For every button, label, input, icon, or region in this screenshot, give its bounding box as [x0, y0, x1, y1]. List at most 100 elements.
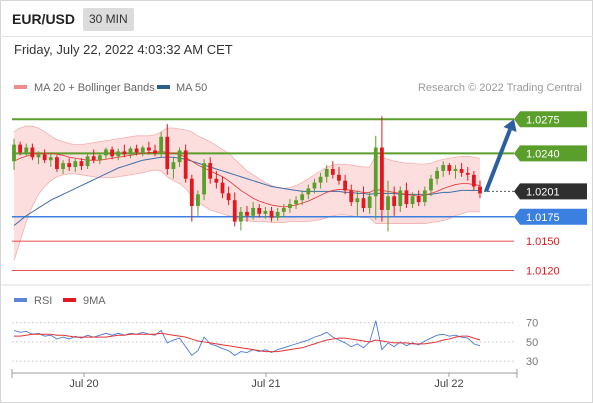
candle-body: [294, 200, 298, 205]
candle: [36, 151, 41, 165]
candle: [422, 186, 427, 207]
candle: [55, 155, 59, 172]
candle: [122, 144, 127, 158]
candle-body: [36, 154, 41, 158]
level-lines-layer: [12, 118, 514, 271]
candle: [337, 167, 341, 185]
candle-body: [416, 196, 421, 203]
candle: [18, 141, 23, 156]
candle: [343, 174, 348, 195]
candle: [386, 180, 390, 232]
rsi-tick-label: 50: [526, 337, 538, 349]
candle: [453, 165, 458, 179]
moving-average-layer: [13, 151, 481, 226]
candle-body: [361, 198, 366, 208]
ma50-line: [13, 156, 480, 226]
candle: [238, 207, 243, 231]
candle-body: [232, 200, 237, 222]
candle: [140, 145, 145, 157]
candle-body: [73, 161, 78, 168]
candle: [281, 204, 286, 218]
candle: [183, 144, 188, 183]
candle: [441, 161, 446, 177]
candle-body: [122, 151, 127, 155]
candle-body: [97, 155, 102, 161]
candle: [97, 153, 102, 165]
candle-body: [171, 162, 176, 169]
candle: [226, 186, 231, 206]
candle-body: [183, 150, 188, 179]
candle-body: [398, 190, 403, 207]
ma20-legend-swatch: [14, 85, 27, 89]
candle: [288, 199, 292, 213]
candle-body: [330, 168, 335, 175]
level-badge-1.0275: [514, 111, 587, 128]
candle: [245, 206, 249, 222]
candle: [398, 186, 403, 212]
candle-body: [67, 163, 72, 168]
candle-body: [238, 211, 243, 222]
level-label-1.0120: 1.0120: [526, 265, 560, 277]
candle: [300, 190, 305, 206]
ma9-legend-swatch: [63, 298, 76, 302]
candle-body: [79, 161, 84, 167]
candle-body: [48, 157, 53, 161]
candle-body: [410, 196, 415, 205]
candle-body: [159, 136, 164, 154]
candle: [214, 170, 219, 189]
candle: [85, 154, 90, 169]
candle: [165, 124, 170, 175]
candle: [404, 182, 409, 208]
candle: [232, 192, 237, 227]
candle: [435, 167, 439, 185]
level-label-1.0201: 1.0201: [526, 186, 560, 198]
candle-body: [269, 210, 274, 218]
candle-body: [110, 149, 115, 157]
candle-body: [349, 190, 354, 203]
ma9-legend-label: 9MA: [83, 295, 106, 307]
candle-body: [478, 186, 482, 194]
candle-body: [128, 148, 133, 155]
candle: [416, 190, 421, 207]
candle: [189, 174, 194, 222]
candle-body: [281, 207, 286, 212]
candle-body: [251, 207, 256, 216]
bollinger-band: [14, 126, 480, 261]
bollinger-upper-line: [13, 125, 481, 189]
x-axis-layer: Jul 20 Jul 21 Jul 22: [11, 369, 518, 390]
candle: [153, 144, 157, 157]
candle: [330, 161, 335, 179]
x-tick-label: Jul 21: [251, 378, 280, 390]
candle: [220, 176, 225, 199]
candle: [459, 163, 464, 177]
candle: [478, 180, 482, 199]
candle: [373, 135, 378, 220]
x-tick-label: Jul 22: [434, 378, 463, 390]
candle-body: [373, 147, 378, 197]
candle: [355, 190, 360, 216]
candle: [104, 147, 108, 160]
datetime-label: Friday, July 22, 2022 4:03:32 AM CET: [14, 42, 233, 57]
bollinger-band-layer: [13, 125, 481, 261]
candle-body: [355, 198, 360, 203]
candle-body: [85, 156, 90, 167]
candle: [429, 174, 433, 197]
candle-body: [18, 144, 23, 153]
candle: [257, 204, 262, 218]
timeframe-button[interactable]: 30 MIN: [83, 8, 134, 31]
candle-body: [312, 182, 317, 189]
candle-body: [337, 174, 341, 181]
target-arrow-head: [503, 119, 517, 133]
candle: [128, 146, 133, 159]
level-badge-1.0240: [514, 145, 587, 162]
ma50-legend-swatch: [157, 85, 170, 89]
candle-body: [55, 157, 59, 169]
candle-body: [24, 147, 29, 153]
candle-body: [465, 172, 470, 175]
candle-body: [422, 190, 427, 203]
candle-body: [453, 168, 458, 171]
candle-body: [214, 178, 219, 183]
candle: [202, 159, 206, 201]
candle: [196, 190, 200, 216]
